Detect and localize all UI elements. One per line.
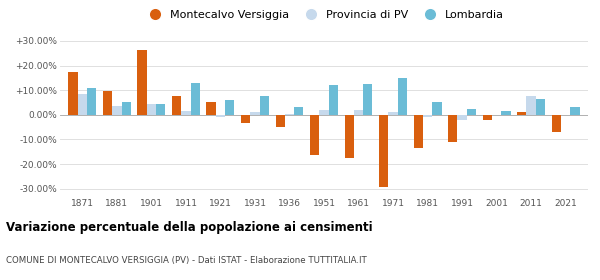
Bar: [354, 110, 363, 115]
Bar: [241, 115, 250, 123]
Legend: Montecalvo Versiggia, Provincia di PV, Lombardia: Montecalvo Versiggia, Provincia di PV, L…: [140, 6, 508, 25]
Bar: [147, 104, 156, 115]
Bar: [250, 112, 260, 115]
Bar: [216, 115, 225, 117]
Bar: [379, 115, 388, 187]
Bar: [344, 115, 354, 158]
Bar: [526, 96, 536, 115]
Bar: [423, 115, 432, 117]
Bar: [87, 88, 97, 115]
Bar: [225, 100, 235, 115]
Bar: [103, 92, 112, 115]
Bar: [457, 115, 467, 120]
Bar: [112, 106, 122, 115]
Bar: [78, 94, 87, 115]
Bar: [363, 84, 373, 115]
Bar: [275, 115, 285, 127]
Bar: [398, 78, 407, 115]
Bar: [172, 96, 181, 115]
Bar: [432, 102, 442, 115]
Bar: [191, 83, 200, 115]
Bar: [551, 115, 561, 132]
Bar: [156, 104, 166, 115]
Bar: [206, 102, 216, 115]
Bar: [448, 115, 457, 142]
Bar: [517, 112, 526, 115]
Bar: [122, 102, 131, 115]
Text: Variazione percentuale della popolazione ai censimenti: Variazione percentuale della popolazione…: [6, 221, 373, 234]
Bar: [319, 110, 329, 115]
Bar: [501, 111, 511, 115]
Text: COMUNE DI MONTECALVO VERSIGGIA (PV) - Dati ISTAT - Elaborazione TUTTITALIA.IT: COMUNE DI MONTECALVO VERSIGGIA (PV) - Da…: [6, 256, 367, 265]
Bar: [137, 50, 147, 115]
Bar: [570, 108, 580, 115]
Bar: [260, 96, 269, 115]
Bar: [68, 72, 78, 115]
Bar: [310, 115, 319, 155]
Bar: [482, 115, 492, 120]
Bar: [181, 111, 191, 115]
Bar: [388, 112, 398, 115]
Bar: [413, 115, 423, 148]
Bar: [329, 85, 338, 115]
Bar: [536, 99, 545, 115]
Bar: [467, 109, 476, 115]
Bar: [285, 114, 294, 115]
Bar: [294, 108, 304, 115]
